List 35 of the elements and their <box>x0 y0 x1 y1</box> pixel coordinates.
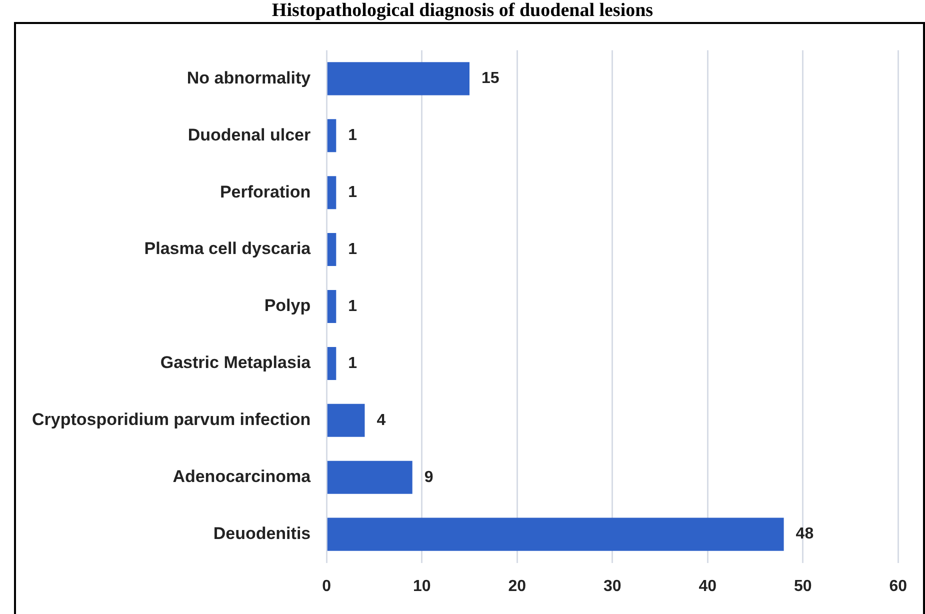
bar <box>327 176 336 210</box>
bar <box>327 290 336 324</box>
x-tick-label: 20 <box>508 578 526 595</box>
y-tick-label: Polyp <box>264 296 311 316</box>
y-tick-label: Adenocarcinoma <box>172 467 312 486</box>
bar <box>327 119 336 152</box>
x-tick-label: 50 <box>794 578 812 595</box>
bar <box>327 346 336 380</box>
y-tick-label: Plasma cell dyscaria <box>144 239 312 258</box>
data-label: 1 <box>348 184 358 201</box>
x-tick-label: 40 <box>698 578 717 595</box>
y-tick-label: Duodenal ulcer <box>188 125 312 144</box>
data-label: 1 <box>348 298 358 315</box>
y-tick-label: Gastric Metaplasia <box>160 353 312 372</box>
x-tick-label: 30 <box>603 578 622 595</box>
bar <box>327 404 365 437</box>
x-tick-label: 0 <box>322 578 332 595</box>
y-tick-label: Perforation <box>220 182 311 202</box>
y-tick-label: Deuodenitis <box>213 524 311 544</box>
data-label: 15 <box>482 70 500 88</box>
data-label: 1 <box>348 354 358 372</box>
chart-title: Histopathological diagnosis of duodenal lesions <box>270 0 654 22</box>
bar <box>327 460 412 494</box>
x-tick-label: 60 <box>889 578 908 595</box>
bar <box>327 62 470 96</box>
x-tick-label: 10 <box>412 578 431 595</box>
data-label: 4 <box>376 412 386 429</box>
data-label: 1 <box>348 127 358 144</box>
data-label: 1 <box>348 240 358 258</box>
bar <box>327 518 784 551</box>
bar <box>327 233 336 266</box>
data-label: 48 <box>796 526 814 543</box>
y-tick-label: No abnormality <box>186 68 312 88</box>
data-label: 9 <box>424 468 434 486</box>
y-tick-label: Cryptosporidium parvum infection <box>32 410 311 430</box>
